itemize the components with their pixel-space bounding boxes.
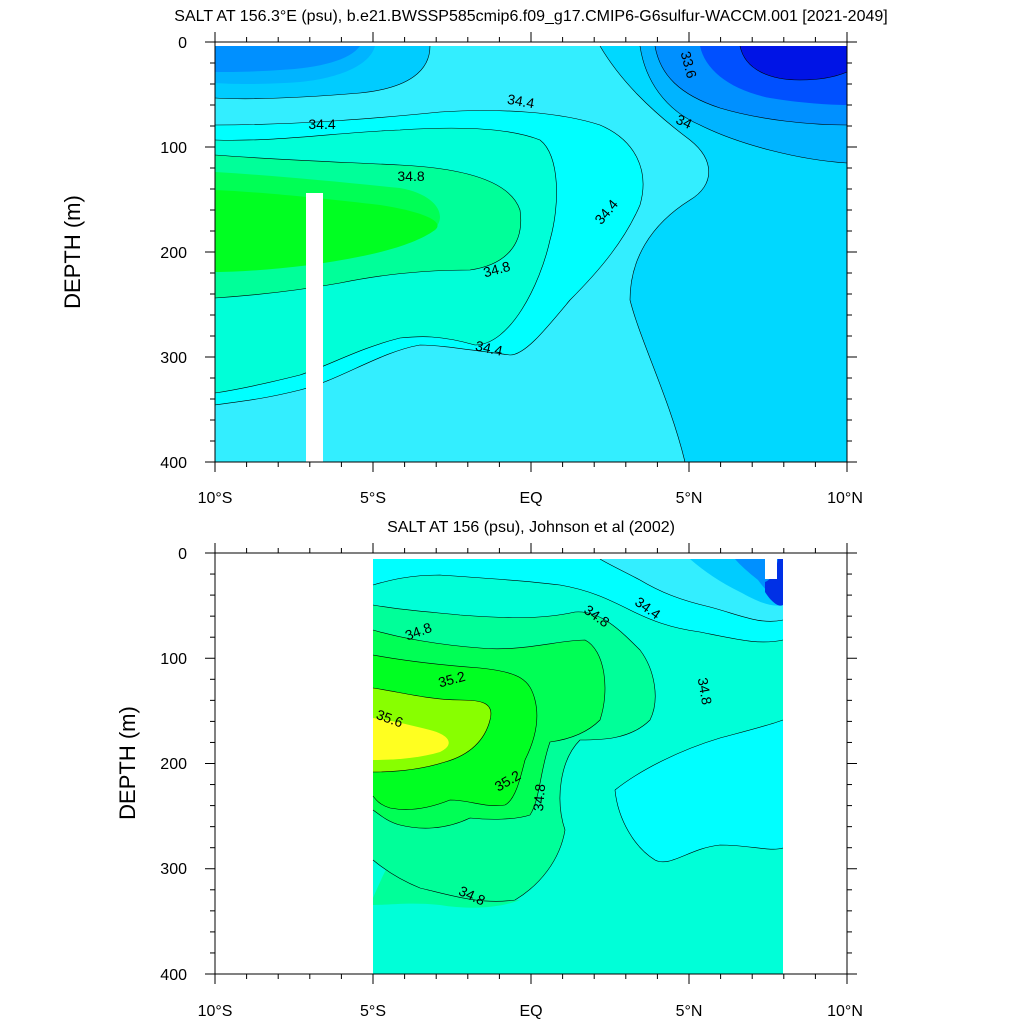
contour-line [654,45,848,126]
panel-1-x-ticklabels: 10°S 5°S EQ 5°N 10°N [198,490,863,507]
top-blank-strip [373,553,783,559]
salinity-region [740,46,847,80]
y-tick-label: 400 [160,967,187,984]
y-tick-label: 100 [160,140,187,157]
top-blank-strip [215,42,847,46]
contour-line [372,604,656,902]
x-tick-label: 5°N [676,490,703,507]
y-tick-label: 200 [160,756,187,773]
y-tick-label: 300 [160,861,187,878]
x-tick-label: 5°S [360,490,386,507]
contour-line [372,687,492,773]
y-tick-label: 0 [178,35,187,52]
contour-label: 34.8 [397,168,424,184]
contour-label: 34 [674,111,695,132]
panel-2-title: SALT AT 156 (psu), Johnson et al (2002) [387,519,675,536]
x-tick-label: 10°S [198,1003,233,1020]
panel-1-y-ticklabels: 0 100 200 300 400 [160,35,187,472]
x-tick-label: 10°N [827,1003,863,1020]
panel-1-contour-lines [214,45,848,463]
missing-data-column [306,193,323,462]
panel-1-y-axis-label: DEPTH (m) [60,195,85,309]
y-tick-label: 400 [160,455,187,472]
panel-model: SALT AT 156.3°E (psu), b.e21.BWSSP585cmi… [60,8,888,507]
panel-2-x-ticklabels: 10°S 5°S EQ 5°N 10°N [198,1003,863,1020]
contour-label: 34.4 [506,91,536,112]
salinity-region [373,718,449,760]
panel-observed: SALT AT 156 (psu), Johnson et al (2002) [115,519,863,1020]
x-tick-label: 5°S [360,1003,386,1020]
contour-label: 34.8 [695,676,716,706]
contour-label: 35.2 [436,668,467,691]
salinity-region [373,842,520,908]
x-tick-label: EQ [519,1003,542,1020]
y-tick-label: 100 [160,651,187,668]
y-tick-label: 300 [160,350,187,367]
contour-label: 34.4 [474,337,504,358]
y-tick-label: 200 [160,245,187,262]
panel-2-y-ticklabels: 0 100 200 300 400 [160,546,187,984]
contour-label: 34.8 [530,783,548,812]
salinity-region [215,190,438,272]
contour-line [614,789,784,862]
contour-line [599,45,710,463]
panel-1-title: SALT AT 156.3°E (psu), b.e21.BWSSP585cmi… [174,8,887,25]
panel-2-contour-fill [373,559,783,974]
panel-2-axes [205,543,857,984]
contour-line [372,654,538,810]
contour-line [639,45,848,164]
contour-line [739,45,848,81]
contour-label: 34.4 [308,116,335,132]
x-tick-label: 5°N [676,1003,703,1020]
salinity-region [765,559,783,606]
panel-2-contour-lines [372,558,784,902]
contour-line [614,719,784,791]
contour-line [372,629,606,829]
contour-line [599,558,784,622]
panel-1-axes [205,32,857,472]
panel-1-contour-fill [215,46,847,462]
missing-data-notch [765,559,777,579]
contour-label: 34.8 [481,258,512,281]
salinity-region [615,720,783,862]
contour-line [214,110,644,406]
panel-1-contour-labels: 34.4 34.8 34.8 34.4 34.4 34.4 33.6 34 [308,49,700,358]
panel-2-y-axis-label: DEPTH (m) [115,706,140,820]
y-tick-label: 0 [178,546,187,563]
panel-2-ticks [205,543,857,984]
salinity-region [215,46,360,72]
contour-line [214,154,522,299]
contour-label: 33.6 [678,49,701,80]
contour-line [372,574,784,643]
x-tick-label: 10°S [198,490,233,507]
x-tick-label: 10°N [827,490,863,507]
x-tick-label: EQ [519,490,542,507]
panel-1-ticks [205,32,857,472]
